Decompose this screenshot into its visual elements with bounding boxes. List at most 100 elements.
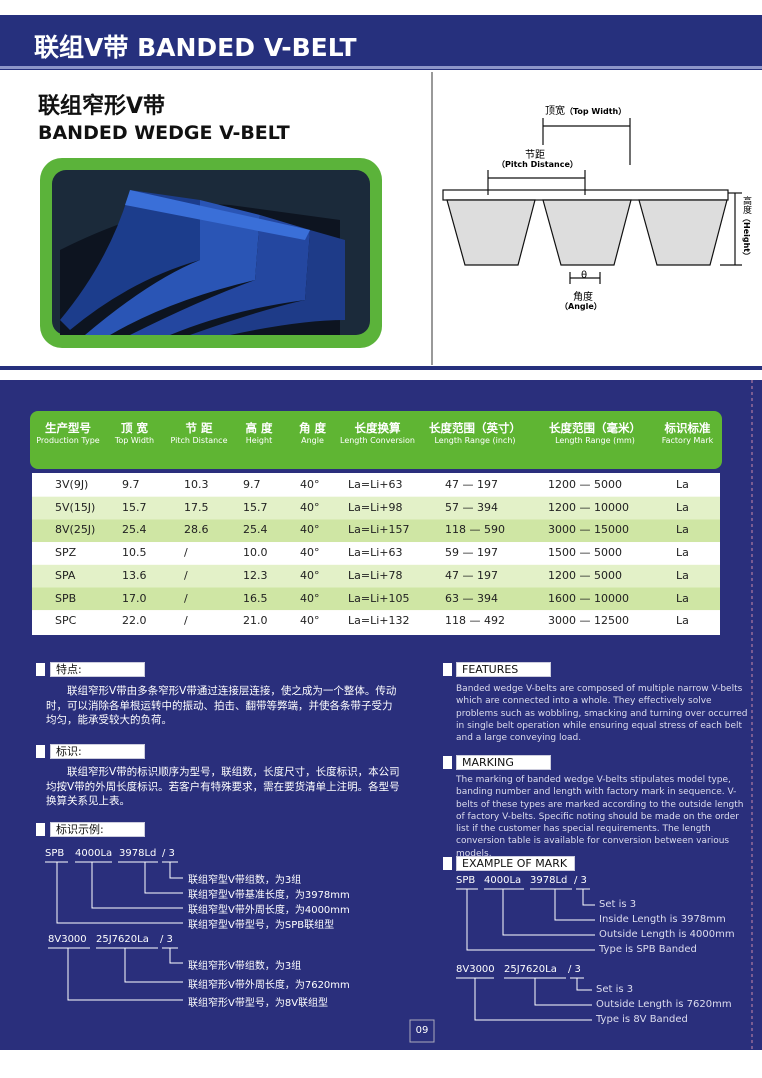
row-bg	[32, 610, 720, 633]
table-cell: 47 — 197	[445, 478, 498, 491]
header-stripe	[0, 66, 762, 69]
column-header: 节 距 Pitch Distance	[165, 420, 233, 445]
row-bg	[32, 519, 720, 543]
column-header-zh: 标识标准	[664, 421, 711, 435]
table-cell: 1500 — 5000	[548, 546, 622, 560]
table-cell: 13.6	[122, 568, 147, 582]
column-header: 长度范围（英寸） Length Range (inch)	[415, 420, 535, 445]
mark-note: 联组窄型V带组数，为3组	[188, 875, 302, 886]
row-bg	[32, 496, 720, 520]
table-cell: 17.5	[184, 500, 209, 514]
angle-symbol: θ	[581, 270, 588, 281]
section-heading: 标识:	[50, 744, 145, 759]
table-cell: 10.3	[184, 478, 209, 491]
table-cell: /	[184, 591, 188, 605]
belt-rib	[190, 230, 345, 335]
belt-rib	[85, 200, 260, 335]
table-cell: 10.0	[243, 546, 268, 560]
table-cell: 1200 — 10000	[548, 500, 629, 514]
belt-top	[125, 190, 310, 240]
column-header-zh: 生产型号	[45, 421, 91, 435]
section-text: 联组窄形V带由多条窄形V带通过连接层连接，使之成为一个整体。传动时，可以消除各单…	[46, 685, 397, 726]
table-cell: 40°	[300, 500, 320, 514]
table-cell: 25.4	[243, 523, 268, 537]
section-heading: FEATURES	[456, 662, 551, 677]
column-header: 生产型号 Production Type	[32, 420, 104, 445]
column-header: 长度换算 Length Conversion	[340, 420, 415, 445]
belt-section	[442, 118, 742, 284]
table-cell: 40°	[300, 568, 320, 582]
column-header-zh: 角 度	[298, 421, 326, 435]
section-heading: MARKING	[456, 755, 551, 770]
column-header-en: Top Width	[114, 436, 155, 445]
column-header-zh: 长度范围（英寸）	[429, 421, 521, 435]
column-header-zh: 顶 宽	[120, 421, 148, 435]
table-cell: La	[676, 591, 689, 605]
leader-lines	[45, 861, 595, 1021]
mark-note: Type is 8V Banded	[596, 1014, 688, 1025]
table-cell: 40°	[300, 478, 320, 491]
mark-code: 8V3000	[456, 964, 495, 975]
belt-rib	[130, 215, 310, 335]
row-bg	[32, 474, 720, 497]
bullet	[443, 663, 452, 676]
table-cell: La	[676, 478, 689, 491]
table-cell: 3V(9J)	[55, 478, 89, 491]
mark-code: 3978Ld	[530, 875, 568, 886]
table-cell: 40°	[300, 614, 320, 628]
table-cell: La=Li+63	[348, 546, 403, 560]
mark-code: SPB	[456, 875, 476, 886]
table-cell: 40°	[300, 591, 320, 605]
row-bg	[32, 587, 720, 611]
mark-code: / 3	[574, 875, 587, 886]
bullet	[36, 745, 45, 758]
product-title-en: BANDED WEDGE V-BELT	[38, 122, 290, 144]
mark-code: / 3	[160, 934, 173, 945]
table-cell: 9.7	[122, 478, 140, 491]
table-cell: La=Li+63	[348, 478, 403, 491]
section-text: The marking of banded wedge V-belts stip…	[456, 775, 744, 859]
header-title-en: BANDED V-BELT	[137, 33, 357, 62]
table-cell: /	[184, 546, 188, 560]
table-cell: SPC	[55, 614, 77, 628]
section-text: Banded wedge V-belts are composed of mul…	[456, 684, 748, 744]
column-header-zh: 长度换算	[354, 421, 401, 435]
table-cell: La	[676, 568, 689, 582]
mark-note: Inside Length is 3978mm	[599, 914, 726, 925]
mark-note: Outside Length is 7620mm	[596, 999, 732, 1010]
bullet	[36, 663, 45, 676]
mark-code: 4000La	[75, 848, 113, 859]
table-header-bg	[30, 411, 722, 469]
table-cell: 1600 — 10000	[548, 591, 629, 605]
table-cell: 17.0	[122, 591, 147, 605]
mark-note: Set is 3	[599, 899, 637, 910]
table-cell: 25.4	[122, 523, 147, 537]
label-en: （Height）	[742, 214, 751, 261]
table-cell: 12.3	[243, 568, 268, 582]
table-cell: 40°	[300, 546, 320, 560]
header-title: 联组V带 BANDED V-BELT	[34, 28, 357, 64]
column-header-en: Length Conversion	[340, 436, 415, 445]
column-header: 高 度 Height	[233, 420, 285, 445]
header-title-zh: 联组V带	[34, 33, 129, 62]
separator	[0, 366, 762, 370]
table-cell: SPB	[55, 591, 77, 605]
table-cell: 118 — 590	[445, 523, 505, 537]
column-header: 长度范围（毫米） Length Range (mm)	[535, 420, 655, 445]
table-cell: 5V(15J)	[55, 500, 96, 514]
column-header: 标识标准 Factory Mark	[655, 420, 720, 445]
table-cell: La	[676, 614, 689, 628]
mark-note: 联组窄型V带外周长度，为4000mm	[188, 905, 350, 916]
mark-note: 联组窄形V带外周长度，为7620mm	[188, 980, 350, 991]
label-pitch: 节距	[525, 150, 545, 161]
section-heading: EXAMPLE OF MARK	[456, 856, 575, 871]
table-cell: 1200 — 5000	[548, 568, 622, 582]
table-cell: 9.7	[243, 478, 261, 491]
mark-note: 联组窄型V带型号，为SPB联组型	[188, 920, 335, 931]
header-band	[0, 15, 762, 70]
table-cell: 47 — 197	[445, 568, 498, 582]
mark-note: Outside Length is 4000mm	[599, 929, 735, 940]
label: 高度	[741, 196, 751, 214]
table-cell: /	[184, 614, 188, 628]
column-header-en: Angle	[301, 436, 324, 445]
